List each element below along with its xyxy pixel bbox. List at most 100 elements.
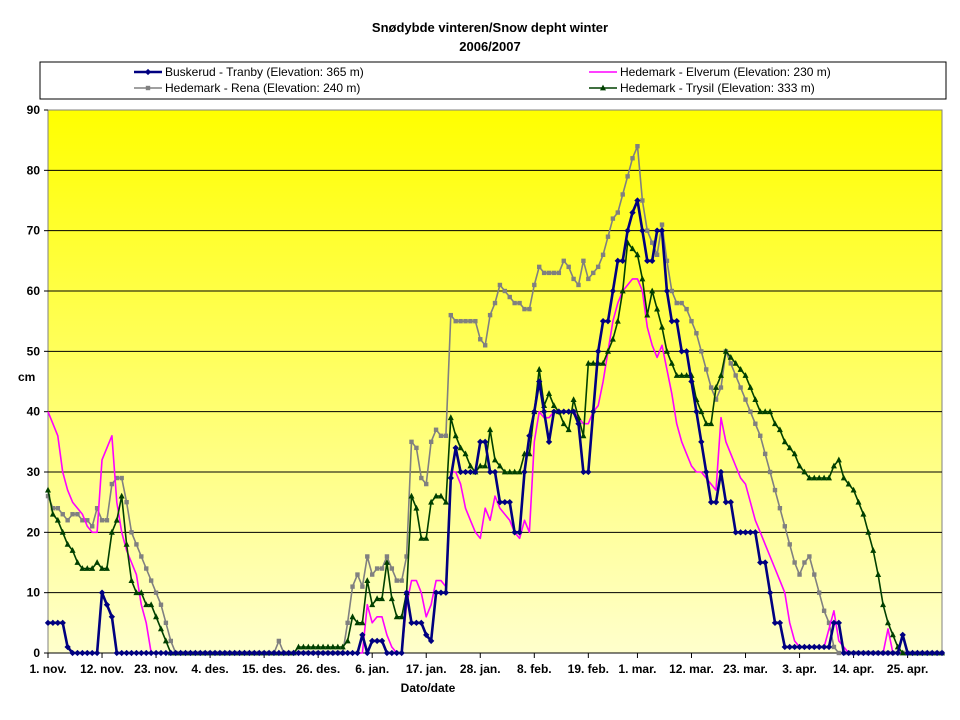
data-point [113,649,120,657]
data-point [630,156,635,161]
data-point [290,649,297,657]
data-point [94,506,100,511]
data-point [119,475,124,481]
data-point [713,384,720,390]
data-point [49,619,57,626]
data-point [507,294,512,300]
data-point [320,643,327,650]
y-tick-label: 0 [33,646,40,660]
data-point [860,510,867,517]
data-point [153,613,160,620]
data-point [801,643,808,651]
y-tick-label: 40 [27,405,41,419]
x-tick-label: 23. nov. [134,662,178,676]
data-point [727,353,734,360]
data-point [428,439,434,445]
data-point [732,529,739,536]
data-point [743,397,748,402]
data-point [599,318,607,325]
data-point [153,590,159,595]
data-point [143,649,150,657]
data-point [742,529,749,536]
data-point [388,595,395,602]
data-point [840,649,847,657]
data-point [388,649,396,657]
data-point [94,559,101,565]
data-point [300,649,307,657]
data-point [236,649,243,657]
data-point [713,397,719,402]
data-point [619,287,626,294]
data-point [786,643,793,651]
data-point [776,426,783,433]
data-point [614,257,621,264]
data-point [379,566,385,571]
data-point [260,649,268,657]
data-point [54,619,61,626]
data-point [752,396,759,402]
data-point [453,318,458,324]
data-point [442,498,449,505]
x-tick-label: 1. nov. [29,662,66,676]
data-point [712,499,720,506]
data-point [924,649,931,657]
data-point [468,318,473,324]
data-point [413,619,420,626]
data-point [722,347,729,354]
data-point [477,462,484,469]
data-point [295,643,302,650]
data-point [221,649,229,657]
data-point [555,408,563,415]
data-point [782,524,788,529]
data-point [414,445,419,451]
data-point [324,643,331,650]
data-point [123,649,130,657]
x-axis-ticks: 1. nov. 12. nov. 23. nov. 4. des. 15. des. 26… [29,652,942,676]
data-point [143,601,150,608]
legend: Buskerud - Tranby (Elevation: 365 m) Hede… [39,61,947,100]
data-point [654,305,661,312]
data-point [50,506,56,511]
data-point [654,252,660,257]
data-point [889,649,897,657]
data-point [89,649,96,657]
data-point [600,252,606,257]
data-point [766,589,774,596]
data-point [369,601,376,608]
data-point [393,649,400,657]
data-point [344,637,351,644]
data-point [571,276,576,282]
data-point [786,444,793,451]
data-point [144,68,152,76]
data-point [74,559,81,565]
data-point [551,270,557,276]
data-point [349,613,356,620]
data-point [99,565,106,571]
data-point [796,462,803,469]
data-point [757,559,764,566]
data-point [806,474,813,481]
data-point [448,312,453,318]
x-tick-label: 23. mar. [723,662,768,676]
data-point [570,396,577,402]
data-point [550,402,557,409]
data-point [699,349,704,354]
y-tick-label: 80 [27,163,41,177]
data-point [187,649,194,657]
data-point [496,499,504,506]
data-point [653,227,661,234]
data-point [664,258,670,264]
data-point [329,643,336,650]
data-point [438,433,444,438]
data-point [717,468,725,476]
data-point [816,474,823,481]
data-point [767,408,774,415]
data-point [285,649,292,657]
data-point [59,528,66,535]
data-point [585,360,592,366]
data-point [103,601,111,608]
data-point [398,613,405,620]
data-point [276,638,282,644]
data-point [374,566,380,571]
x-tick-label: 12. nov. [80,662,124,676]
